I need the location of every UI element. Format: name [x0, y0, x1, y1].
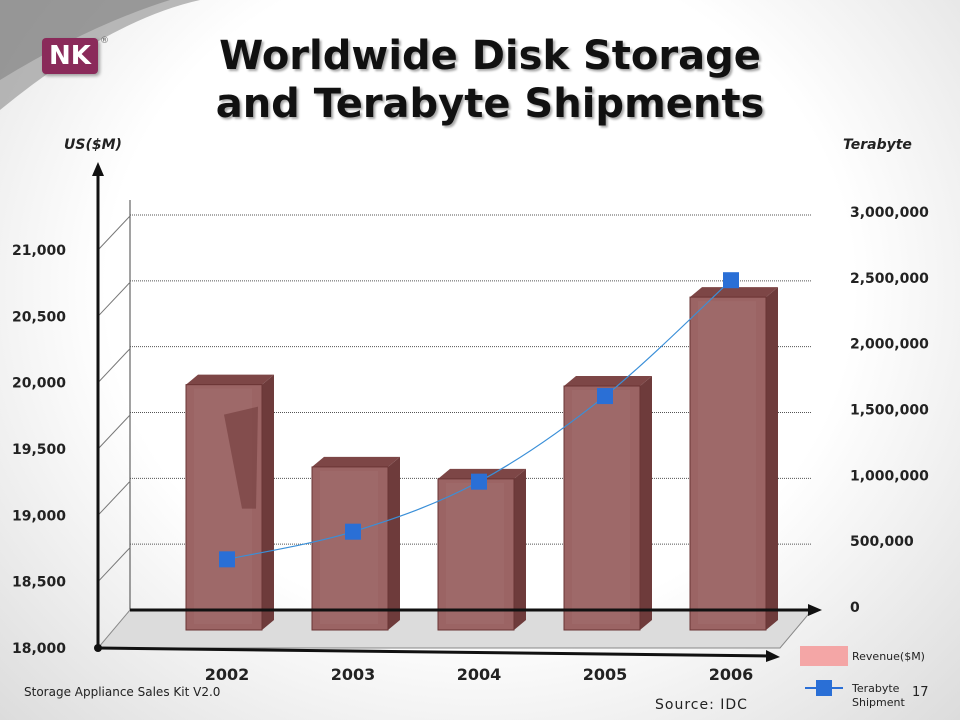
bar-side	[388, 456, 400, 630]
page-number: 17	[912, 685, 929, 700]
bar-side	[262, 374, 274, 630]
terabyte-marker	[219, 551, 235, 568]
bar-top	[186, 374, 274, 385]
y-right-tick-label: 500,000	[850, 534, 914, 550]
title-line-1: Worldwide Disk Storage	[219, 33, 761, 79]
bar-top	[312, 456, 400, 467]
y-left-tick-label: 19,500	[12, 442, 66, 458]
y-left-tick-label: 18,500	[12, 575, 66, 591]
bar-highlight	[320, 470, 378, 624]
y-left-tick-label: 20,000	[12, 376, 66, 392]
y-right-tick-label: 3,000,000	[850, 205, 929, 221]
legend-marker-terabyte	[816, 680, 832, 696]
bar	[311, 456, 400, 631]
registered-mark: ®	[100, 36, 109, 46]
y-left-axis-title: US($M)	[64, 137, 122, 153]
source-note: Source: IDC	[655, 697, 748, 713]
y-right-tick-label: 1,500,000	[850, 403, 929, 419]
bar	[185, 374, 274, 631]
company-logo: NK	[42, 38, 98, 74]
bar-side	[640, 375, 652, 630]
y-right-tick-label: 2,500,000	[850, 271, 929, 287]
title-line-2: and Terabyte Shipments	[215, 81, 765, 127]
y-right-tick-label: 0	[850, 600, 860, 616]
bar-highlight	[698, 301, 756, 624]
y-right-tick-label: 2,000,000	[850, 337, 929, 353]
bar-highlight	[446, 482, 504, 624]
terabyte-marker	[597, 388, 613, 405]
y-right-tick-label: 1,000,000	[850, 468, 929, 484]
y-left-tick-label: 18,000	[12, 641, 66, 657]
x-tick-label: 2005	[583, 665, 628, 684]
bar-top	[690, 287, 778, 298]
depth-connector	[97, 281, 131, 317]
bar	[689, 287, 778, 631]
x-back-axis-arrow	[808, 604, 822, 616]
terabyte-marker	[345, 523, 361, 540]
bar-reflection	[224, 406, 258, 509]
corner-decoration	[0, 0, 200, 110]
depth-connector	[97, 547, 131, 583]
legend-swatch-revenue	[800, 646, 848, 666]
bar-side	[514, 468, 526, 630]
footer-text: Storage Appliance Sales Kit V2.0	[24, 685, 221, 699]
depth-connector	[97, 414, 131, 450]
x-tick-label: 2004	[457, 665, 502, 684]
y-left-tick-label: 19,000	[12, 508, 66, 524]
slide-title: Worldwide Disk Storage and Terabyte Ship…	[140, 32, 840, 128]
depth-connector	[97, 480, 131, 516]
bar-top	[564, 375, 652, 386]
terabyte-marker	[723, 272, 739, 289]
bar-side	[766, 287, 778, 630]
x-axis-arrow	[766, 650, 780, 662]
depth-connector	[97, 348, 131, 384]
legend-label-terabyte: Terabyte Shipment	[852, 682, 905, 709]
x-axis-line	[97, 646, 771, 658]
legend-label-revenue: Revenue($M)	[852, 650, 925, 663]
y-right-axis-title: Terabyte	[843, 137, 912, 153]
y-left-tick-label: 21,000	[12, 243, 66, 259]
bar	[437, 468, 526, 631]
x-tick-label: 2002	[205, 665, 250, 684]
bar-highlight	[572, 389, 630, 624]
y-left-axis-arrow	[92, 162, 104, 176]
terabyte-marker	[471, 473, 487, 490]
x-tick-label: 2003	[331, 665, 376, 684]
y-left-tick-label: 20,500	[12, 309, 66, 325]
x-tick-label: 2006	[709, 665, 754, 684]
depth-connector	[97, 215, 131, 251]
bar	[563, 375, 652, 631]
